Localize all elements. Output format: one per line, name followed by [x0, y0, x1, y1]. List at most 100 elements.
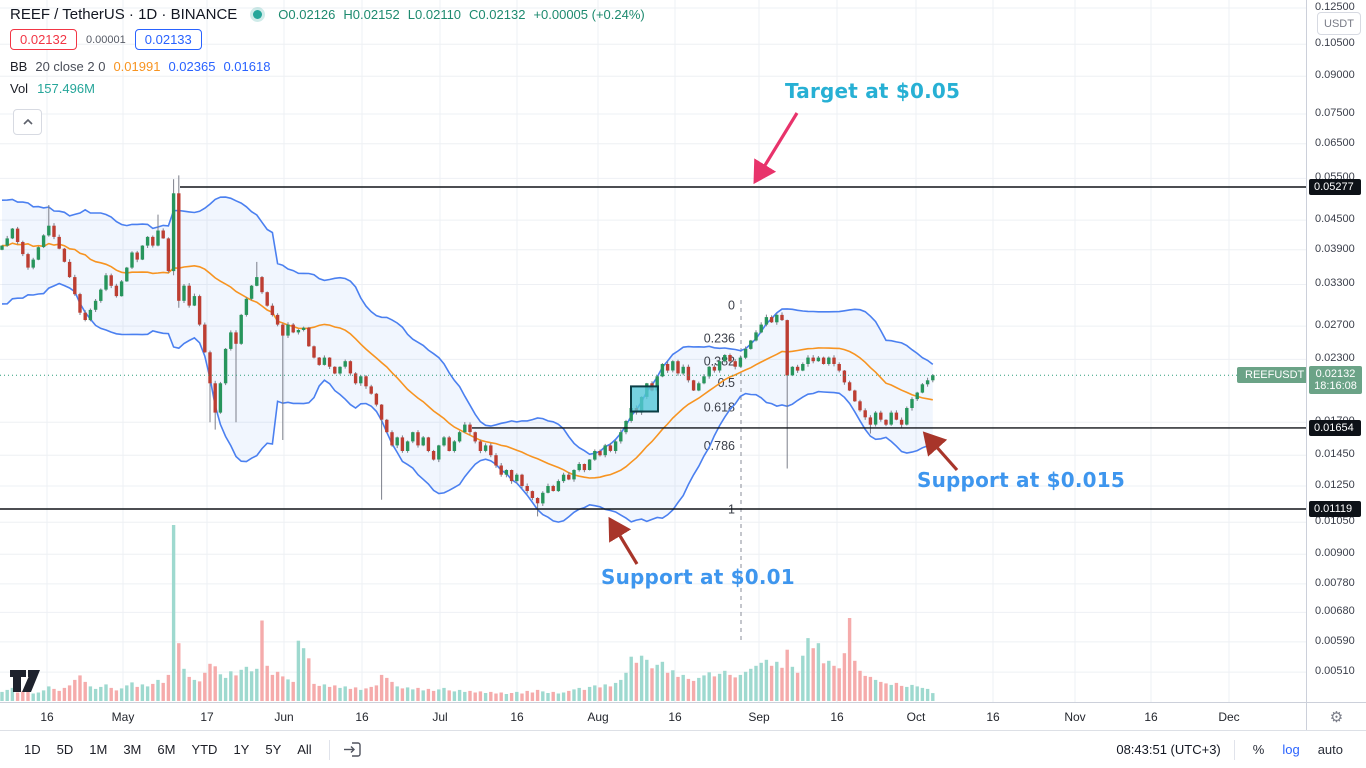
range-button-1y[interactable]: 1Y: [233, 742, 250, 757]
price-tick-label: 0.00680: [1315, 605, 1355, 618]
fib-level-label: 0.786: [704, 439, 735, 453]
price-tick-label: 0.00590: [1315, 634, 1355, 647]
highlight-box[interactable]: [630, 385, 659, 413]
price-tick-label: 0.01250: [1315, 479, 1355, 492]
volume-label: Vol: [10, 81, 29, 96]
range-button-6m[interactable]: 6M: [157, 742, 176, 757]
range-button-1m[interactable]: 1M: [89, 742, 108, 757]
chart-legend: REEF / TetherUS · 1D · BINANCE O0.02126 …: [10, 6, 645, 96]
symbol-title[interactable]: REEF / TetherUS · 1D · BINANCE: [10, 6, 238, 23]
go-to-date-button[interactable]: [339, 736, 366, 763]
price-tick-label: 0.12500: [1315, 1, 1355, 13]
auto-scale-button[interactable]: auto: [1317, 742, 1343, 757]
indicator-params: 20 close 2 0: [35, 59, 106, 74]
time-axis[interactable]: 16 May 17 Jun 16 Jul 16 Aug 16 Sep 16 Oct 16 Nov 16 Dec: [0, 702, 1306, 730]
go-to-date-icon: [343, 742, 361, 757]
fib-level-label: 0: [728, 299, 735, 313]
fib-level-label: 0.618: [704, 400, 735, 414]
chevron-up-icon: [22, 119, 33, 125]
range-button-5d[interactable]: 5D: [56, 742, 74, 757]
annotation-support-0.015[interactable]: Support at $0.015: [917, 468, 1125, 492]
indicator-name: BB: [10, 59, 28, 74]
fib-level-label: 0.236: [704, 332, 735, 346]
spread-value: 0.00001: [86, 33, 126, 46]
range-button-5y[interactable]: 5Y: [265, 742, 282, 757]
time-tick-dec[interactable]: Dec: [1218, 710, 1240, 724]
high-value: H0.02152: [343, 7, 400, 22]
candles: [0, 175, 935, 517]
axis-settings-gear-icon[interactable]: ⚙: [1329, 708, 1344, 726]
time-tick-16[interactable]: 16: [510, 710, 524, 724]
price-tick-label: 0.06500: [1315, 136, 1355, 149]
price-tick-label: 0.09000: [1315, 69, 1355, 82]
annotation-arrow[interactable]: [753, 112, 799, 185]
session-clock[interactable]: 08:43:51 (UTC+3): [1116, 742, 1221, 757]
price-tick-label: 0.00510: [1315, 665, 1355, 678]
time-tick-16[interactable]: 16: [668, 710, 682, 724]
level-price-label: 0.01119: [1309, 500, 1361, 517]
price-tick-label: 0.02700: [1315, 319, 1355, 332]
time-tick-16[interactable]: 16: [1144, 710, 1158, 724]
annotation-target-0.05[interactable]: Target at $0.05: [785, 79, 961, 103]
time-tick-may[interactable]: May: [111, 710, 135, 724]
range-button-all[interactable]: All: [297, 742, 312, 757]
toolbar-divider: [1233, 739, 1235, 760]
time-tick-aug[interactable]: Aug: [587, 710, 609, 724]
range-button-ytd[interactable]: YTD: [191, 742, 218, 757]
annotation-support-0.01[interactable]: Support at $0.01: [601, 565, 795, 589]
log-scale-button[interactable]: log: [1282, 742, 1300, 757]
time-tick-16[interactable]: 16: [830, 710, 844, 724]
time-tick-sep[interactable]: Sep: [748, 710, 770, 724]
market-status-dot[interactable]: [253, 10, 263, 19]
price-tick-label: 0.01450: [1315, 448, 1355, 461]
annotation-arrow[interactable]: [608, 516, 639, 565]
open-value: O0.02126: [278, 7, 336, 22]
symbol-price-flag[interactable]: REEFUSDT: [1237, 366, 1313, 383]
time-tick-jun[interactable]: Jun: [274, 710, 294, 724]
bb-basis-value: 0.01991: [113, 59, 161, 74]
time-tick-16[interactable]: 16: [355, 710, 369, 724]
level-price-label: 0.01654: [1309, 419, 1361, 436]
price-tick-label: 0.10500: [1315, 37, 1355, 50]
percent-scale-button[interactable]: %: [1252, 742, 1265, 757]
time-tick-16[interactable]: 16: [986, 710, 1000, 724]
low-value: L0.02110: [407, 7, 462, 22]
volume-bars: [0, 525, 935, 701]
price-tick-label: 0.01050: [1315, 515, 1355, 528]
current-price-label: 0.02132 18:16:08: [1309, 366, 1362, 395]
date-range-buttons: 1D 5D 1M 3M 6M YTD 1Y 5Y All: [16, 738, 320, 761]
currency-unit-button[interactable]: USDT: [1317, 12, 1361, 35]
bollinger-legend[interactable]: BB 20 close 2 0 0.01991 0.02365 0.01618: [10, 59, 645, 74]
volume-value: 157.496M: [37, 81, 95, 96]
price-tick-label: 0.03900: [1315, 242, 1355, 255]
level-price-label: 0.05277: [1309, 179, 1361, 196]
time-tick-oct[interactable]: Oct: [906, 710, 926, 724]
collapse-legend-button[interactable]: [13, 109, 42, 135]
time-tick-jul[interactable]: Jul: [432, 710, 448, 724]
sell-price-button[interactable]: 0.02132: [10, 29, 77, 50]
tradingview-logo[interactable]: [8, 665, 44, 697]
annotation-arrow[interactable]: [922, 431, 959, 472]
ohlc-values: O0.02126 H0.02152 L0.02110 C0.02132 +0.0…: [278, 7, 644, 22]
range-button-3m[interactable]: 3M: [123, 742, 142, 757]
price-tick-label: 0.07500: [1315, 107, 1355, 120]
bb-lower-value: 0.01618: [223, 59, 271, 74]
buy-price-button[interactable]: 0.02133: [134, 29, 202, 50]
time-tick-nov[interactable]: Nov: [1064, 710, 1086, 724]
price-axis[interactable]: USDT 0.12500 0.10500 0.09000 0.07500 0.06500…: [1306, 0, 1366, 730]
time-tick-16[interactable]: 16: [40, 710, 54, 724]
fib-level-label: 0.5: [718, 376, 735, 390]
price-tick-label: 0.02300: [1315, 352, 1355, 365]
time-tick-17[interactable]: 17: [200, 710, 214, 724]
toolbar-divider: [328, 739, 330, 760]
volume-legend[interactable]: Vol 157.496M: [10, 81, 645, 96]
price-tick-label: 0.00780: [1315, 576, 1355, 589]
range-button-1d[interactable]: 1D: [24, 742, 41, 757]
axis-corner: ⚙: [1306, 702, 1366, 730]
price-tick-label: 0.03300: [1315, 277, 1355, 290]
close-value: C0.02132: [469, 7, 526, 22]
change-value: +0.00005 (+0.24%): [533, 7, 645, 22]
